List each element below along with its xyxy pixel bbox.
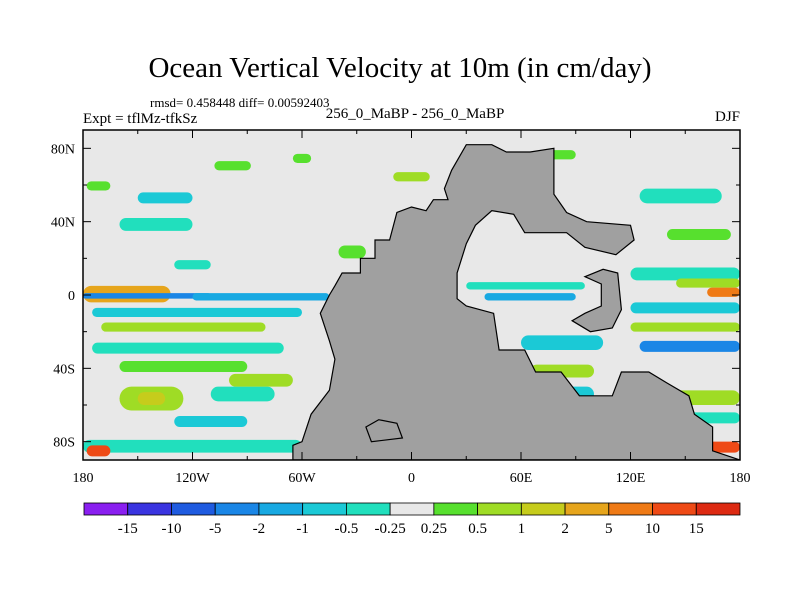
equatorial-band xyxy=(192,293,330,301)
east-equatorial-band xyxy=(630,267,740,281)
southern-ocean-patch xyxy=(229,373,293,387)
north-pacific-patch xyxy=(174,260,211,270)
colorbar-swatch xyxy=(477,502,522,516)
colorbar-label: 15 xyxy=(689,521,704,537)
colorbar-swatch xyxy=(695,502,741,516)
colorbar-swatch xyxy=(214,502,260,516)
equatorial-band xyxy=(83,293,211,299)
colorbar-label: -0.5 xyxy=(335,521,359,537)
y-tick-label: 40S xyxy=(53,362,75,377)
experiment-label: Expt = tflMz-tfkSz xyxy=(83,111,198,127)
colorbar-swatch xyxy=(83,502,129,516)
north-pacific-patch xyxy=(338,245,366,259)
x-tick-label: 120E xyxy=(616,471,646,486)
y-tick-label: 80N xyxy=(51,142,75,157)
colorbar-swatch xyxy=(389,502,435,516)
north-pacific-patch xyxy=(86,181,111,191)
colorbar-label: 1 xyxy=(518,521,526,537)
colorbar-swatch xyxy=(433,502,479,516)
colorbar-swatch xyxy=(564,502,610,516)
southern-ocean-patch xyxy=(137,392,166,405)
polar-band xyxy=(83,439,302,453)
colorbar-swatch xyxy=(171,502,216,516)
x-tick-label: 180 xyxy=(730,471,751,486)
east-equatorial-band xyxy=(630,322,740,332)
colorbar-label: -10 xyxy=(161,521,181,537)
colorbar-swatch xyxy=(258,502,304,516)
indian-ocean-patch xyxy=(521,335,604,350)
chart-title: Ocean Vertical Velocity at 10m (in cm/da… xyxy=(148,52,652,84)
colorbar-label: -15 xyxy=(118,521,138,537)
pacific-south-band xyxy=(101,322,266,332)
colorbar-swatch xyxy=(302,502,347,516)
colorbar-label: -1 xyxy=(296,521,309,537)
north-pacific-patch xyxy=(214,161,251,171)
arctic-patch xyxy=(292,153,312,163)
colorbar-label: 2 xyxy=(561,521,569,537)
east-equatorial-band xyxy=(639,340,740,352)
land-mass xyxy=(570,268,623,333)
colorbar-label: -2 xyxy=(253,521,266,537)
y-tick-label: 0 xyxy=(68,289,75,304)
y-tick-label: 40N xyxy=(51,216,75,231)
colorbar-label: 0.5 xyxy=(468,521,487,537)
x-tick-label: 60E xyxy=(510,471,533,486)
land-mass xyxy=(292,144,740,460)
colorbar-swatch xyxy=(520,502,566,516)
east-equatorial-band xyxy=(707,287,740,297)
pacific-south-band xyxy=(92,342,284,354)
colorbar-swatch xyxy=(652,502,697,516)
y-tick-label: 80S xyxy=(53,436,75,451)
north-pacific-patch xyxy=(119,218,193,231)
x-tick-label: 180 xyxy=(73,471,94,486)
colorbar-label: 5 xyxy=(605,521,613,537)
east-pacific-patch xyxy=(639,188,722,204)
pacific-south-band xyxy=(92,307,302,317)
colorbar-swatch xyxy=(608,502,653,516)
southern-ocean-patch xyxy=(210,386,275,402)
colorbar-swatch xyxy=(127,502,172,516)
pacific-south-band xyxy=(119,361,248,372)
colorbar-swatch xyxy=(345,502,391,516)
east-equatorial-band xyxy=(630,302,740,314)
east-pacific-patch xyxy=(667,229,731,240)
tethys-patch xyxy=(466,282,585,290)
x-tick-label: 0 xyxy=(408,471,415,486)
tethys-patch xyxy=(484,293,576,301)
stats-label: rmsd= 0.458448 diff= 0.00592403 xyxy=(150,95,330,110)
east-equatorial-band xyxy=(676,278,740,288)
colorbar-label: -0.25 xyxy=(375,521,406,537)
run-label: 256_0_MaBP - 256_0_MaBP xyxy=(325,106,505,122)
colorbar-label: 10 xyxy=(645,521,660,537)
colorbar-label: -5 xyxy=(209,521,222,537)
season-label: DJF xyxy=(714,109,740,125)
arctic-patch xyxy=(393,172,430,182)
land-mass xyxy=(365,419,404,443)
north-pacific-patch xyxy=(137,192,193,204)
colorbar-label: 0.25 xyxy=(421,521,447,537)
x-tick-label: 60W xyxy=(288,471,316,486)
polar-band xyxy=(86,445,111,457)
x-tick-label: 120W xyxy=(175,471,210,486)
southern-ocean-patch xyxy=(174,416,248,427)
